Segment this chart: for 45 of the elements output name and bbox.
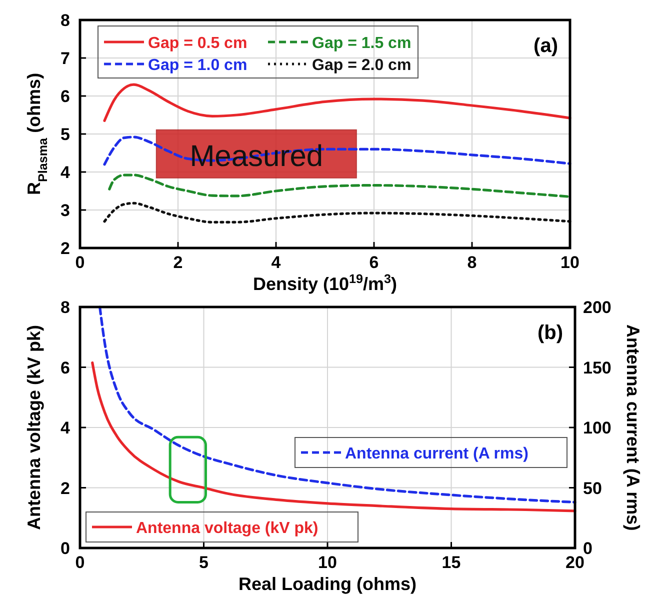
line-series (91, 361, 576, 512)
y-tick-label: 2 (60, 239, 70, 258)
x-axis-title: Real Loading (ohms) (238, 574, 417, 594)
y-tick-label: 2 (60, 478, 70, 498)
legend-label: Gap = 1.0 cm (148, 57, 248, 74)
y-tick-label: 6 (60, 87, 70, 106)
x-tick-label: 4 (271, 253, 282, 272)
y2-tick-label: 200 (583, 298, 612, 317)
x-tick-label: 10 (560, 253, 580, 272)
y-tick-label: 4 (60, 418, 71, 438)
legend-label: Gap = 1.5 cm (312, 35, 412, 52)
line-series (108, 174, 572, 198)
x-tick-label: 0 (75, 553, 85, 572)
x-tick-label: 15 (442, 553, 461, 572)
annotation: (b) (537, 322, 563, 344)
y-tick-label: 0 (60, 539, 70, 558)
y2-tick-label: 50 (583, 478, 602, 498)
x-tick-label: 6 (369, 253, 379, 272)
legend-label: Gap = 0.5 cm (148, 35, 248, 52)
y-axis-title: Antenna voltage (kV pk) (24, 324, 44, 530)
line-series (98, 306, 576, 504)
y-tick-label: 8 (60, 298, 70, 317)
legend-label: Antenna current (A rms) (345, 446, 528, 462)
legend-label: Antenna voltage (kV pk) (136, 520, 318, 537)
x-tick-label: 10 (318, 553, 337, 572)
line-series (103, 202, 572, 224)
line-series (103, 83, 572, 122)
x-tick-label: 20 (566, 553, 584, 572)
x-tick-label: 0 (75, 253, 85, 272)
y2-tick-label: 100 (583, 418, 612, 438)
x-tick-label: 8 (467, 253, 477, 272)
y-tick-label: 5 (60, 125, 70, 144)
legend-label: Gap = 2.0 cm (312, 57, 412, 74)
y2-tick-label: 0 (583, 539, 592, 558)
y-tick-label: 3 (60, 201, 70, 220)
y-tick-label: 7 (60, 49, 70, 68)
x-tick-label: 5 (199, 553, 208, 572)
y-tick-label: 8 (60, 11, 70, 30)
y-tick-label: 4 (60, 163, 71, 182)
y2-axis-title: Antenna current (A rms) (623, 324, 643, 531)
x-tick-label: 2 (173, 253, 183, 272)
y-tick-label: 6 (60, 358, 70, 378)
x-axis-title: Density (10$^{19}$/m$^{3}$) (252, 272, 398, 294)
y2-tick-label: 150 (583, 358, 612, 378)
annotation: (a) (534, 35, 558, 57)
